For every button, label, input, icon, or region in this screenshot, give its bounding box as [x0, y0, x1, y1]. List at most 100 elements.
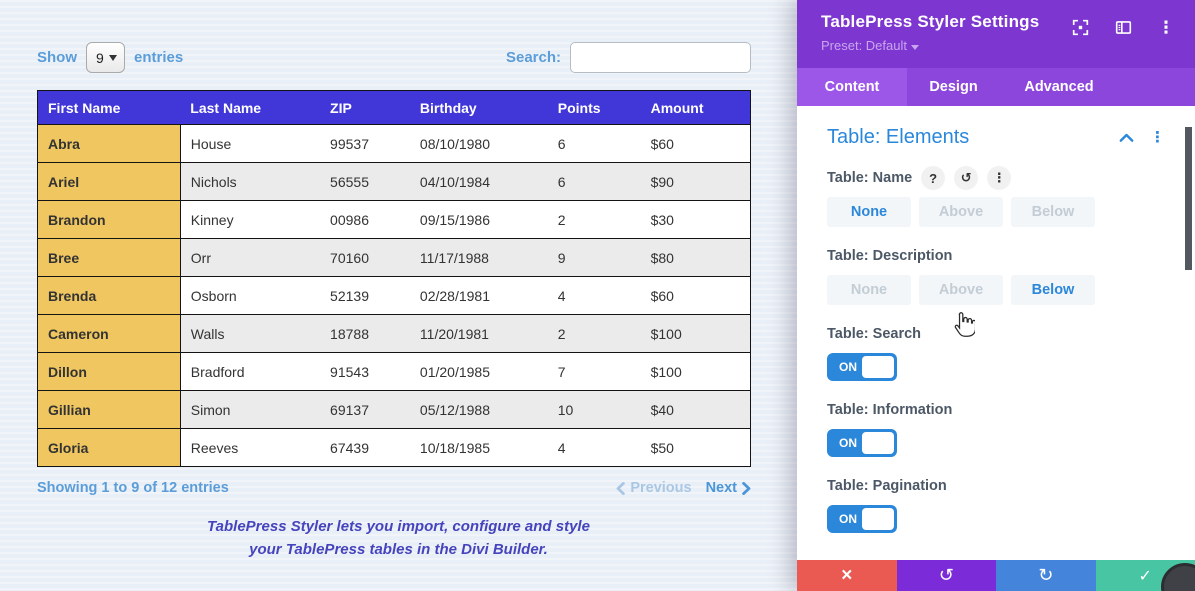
table-cell: 02/28/1981 [409, 276, 548, 315]
table-name-below-button[interactable]: Below [1011, 197, 1095, 227]
table-row: Dillon Bradford 91543 01/20/1985 7 $100 [37, 352, 751, 391]
tablepress-preview-area: Show 9 entries Search: First Name Last Na… [0, 0, 797, 591]
tab-content[interactable]: Content [797, 68, 907, 106]
table-cell: $100 [640, 352, 751, 391]
cancel-button[interactable]: × [797, 560, 897, 591]
section-options-kebab-icon[interactable]: ⋮ [1150, 129, 1165, 146]
row-header-cell: Gillian [37, 390, 181, 429]
table-description-choices: None Above Below [827, 275, 1165, 305]
section-title: Table: Elements [827, 126, 970, 148]
table-search-toggle[interactable]: ON [827, 353, 897, 381]
table-pagination-toggle[interactable]: ON [827, 505, 897, 533]
next-label: Next [705, 480, 737, 496]
expand-modal-icon[interactable] [1071, 18, 1089, 36]
table-cell: $100 [640, 314, 751, 353]
panel-header-icons: ⋮ [1071, 12, 1175, 68]
table-cell: Bradford [180, 352, 321, 391]
column-header: Points [547, 90, 641, 125]
field-table-name: Table: Name ? ↺ ⋮ None Above Below [827, 166, 1165, 227]
row-header-cell: Abra [37, 124, 181, 163]
table-body: Abra House 99537 08/10/1980 6 $60 Ariel Nichols… [37, 124, 751, 467]
toggle-knob [862, 356, 894, 378]
table-controls-row: Show 9 entries Search: [37, 42, 751, 73]
action-bar: × ↺ ↻ ✓ [797, 560, 1195, 591]
table-cell: $30 [640, 200, 751, 239]
next-page-button[interactable]: Next [706, 480, 751, 496]
entries-select[interactable]: 9 [86, 42, 125, 73]
table-cell: $60 [640, 276, 751, 315]
reset-field-icon[interactable]: ↺ [954, 166, 979, 190]
table-row: Abra House 99537 08/10/1980 6 $60 [37, 124, 751, 163]
panel-scrollbar[interactable] [1185, 127, 1192, 270]
table-cell: Kinney [180, 200, 321, 239]
field-label-table-search: Table: Search [827, 326, 922, 342]
table-cell: 00986 [320, 200, 410, 239]
column-header: First Name [37, 90, 181, 125]
collapse-section-icon[interactable] [1119, 133, 1134, 143]
table-cell: 9 [547, 238, 641, 277]
table-header-row: First Name Last Name ZIP Birthday Points Amou… [37, 90, 751, 125]
entries-label: entries [134, 49, 184, 66]
undo-button[interactable]: ↺ [896, 560, 996, 591]
table-cell: 4 [547, 428, 641, 467]
field-options-kebab-icon[interactable]: ⋮ [987, 166, 1012, 190]
entries-select-value: 9 [96, 49, 104, 66]
table-cell: Nichols [180, 162, 321, 201]
preset-selector[interactable]: Preset: Default [821, 38, 1039, 53]
table-cell: 09/15/1986 [409, 200, 548, 239]
show-label: Show [37, 49, 77, 66]
table-cell: 99537 [320, 124, 410, 163]
table-cell: 67439 [320, 428, 410, 467]
toggle-knob [862, 508, 894, 530]
table-row: Brandon Kinney 00986 09/15/1986 2 $30 [37, 200, 751, 239]
redo-button[interactable]: ↻ [996, 560, 1096, 591]
table-cell: 2 [547, 314, 641, 353]
toggle-on-label: ON [839, 360, 857, 374]
row-header-cell: Brenda [37, 276, 181, 315]
tab-advanced[interactable]: Advanced [1024, 79, 1094, 95]
undo-icon: ↺ [938, 565, 954, 585]
table-description-none-button[interactable]: None [827, 275, 911, 305]
search-input[interactable] [570, 42, 751, 73]
table-cell: 70160 [320, 238, 410, 277]
table-description-below-button[interactable]: Below [1011, 275, 1095, 305]
table-cell: Orr [180, 238, 321, 277]
row-header-cell: Brandon [37, 200, 181, 239]
panel-options-kebab-icon[interactable]: ⋮ [1157, 17, 1175, 37]
tab-design[interactable]: Design [929, 79, 978, 95]
table-name-none-button[interactable]: None [827, 197, 911, 227]
field-label-table-name: Table: Name [827, 170, 913, 186]
table-cell: 52139 [320, 276, 410, 315]
table-cell: 04/10/1984 [409, 162, 548, 201]
table-name-choices: None Above Below [827, 197, 1165, 227]
table-description-above-button[interactable]: Above [919, 275, 1003, 305]
table-cell: 10 [547, 390, 641, 429]
table-cell: 6 [547, 162, 641, 201]
settings-panel: TablePress Styler Settings Preset: Defau… [797, 0, 1195, 591]
table-row: Gloria Reeves 67439 10/18/1985 4 $50 [37, 428, 751, 467]
table-cell: $90 [640, 162, 751, 201]
toggle-on-label: ON [839, 512, 857, 526]
chevron-right-icon [742, 481, 751, 495]
settings-content: Table: Elements ⋮ Table: Name ? ↺ ⋮ None… [797, 106, 1195, 560]
snap-to-side-icon[interactable] [1114, 18, 1132, 36]
field-label-table-pagination: Table: Pagination [827, 478, 947, 494]
table-name-above-button[interactable]: Above [919, 197, 1003, 227]
previous-page-button[interactable]: Previous [616, 480, 692, 496]
help-icon[interactable]: ? [921, 166, 946, 190]
toggle-knob [862, 432, 894, 454]
table-cell: 91543 [320, 352, 410, 391]
table-cell: 2 [547, 200, 641, 239]
table-cell: House [180, 124, 321, 163]
field-table-search: Table: Search ON [827, 324, 1165, 381]
row-header-cell: Gloria [37, 428, 181, 467]
table-cell: 4 [547, 276, 641, 315]
column-header: ZIP [320, 90, 410, 125]
table-cell: 7 [547, 352, 641, 391]
search-label: Search: [505, 49, 561, 66]
redo-icon: ↻ [1038, 565, 1054, 585]
module-description: TablePress Styler lets you import, confi… [0, 515, 797, 562]
section-table-elements: Table: Elements ⋮ [827, 126, 1165, 149]
table-cell: $80 [640, 238, 751, 277]
table-information-toggle[interactable]: ON [827, 429, 897, 457]
